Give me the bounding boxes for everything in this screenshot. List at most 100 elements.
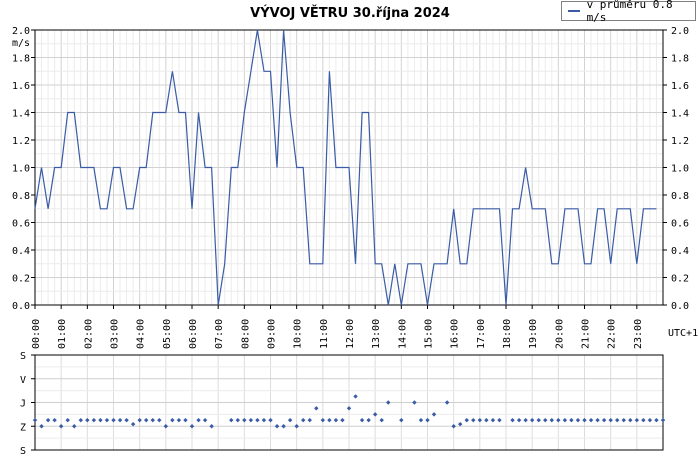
- direction-point: [588, 417, 594, 423]
- direction-tick-label: J: [20, 399, 26, 410]
- direction-point: [628, 417, 633, 423]
- direction-tick-label: Z: [20, 422, 26, 433]
- direction-point: [196, 417, 201, 423]
- x-tick-label: 05:00: [162, 319, 173, 349]
- y-tick-label-left: 2.0: [12, 26, 30, 37]
- direction-point: [52, 417, 57, 423]
- direction-point: [255, 417, 260, 423]
- x-tick-label: 19:00: [528, 319, 539, 349]
- x-tick-label: 23:00: [633, 319, 644, 349]
- x-tick-label: 08:00: [240, 319, 251, 349]
- direction-point: [98, 417, 103, 423]
- x-tick-label: 00:00: [31, 319, 42, 349]
- y-tick-label-left: 0.4: [12, 246, 30, 257]
- y-tick-label-left: 0.8: [12, 191, 30, 202]
- x-tick-label: 02:00: [83, 319, 94, 349]
- y-tick-label-right: 0.8: [671, 191, 689, 202]
- direction-point: [608, 417, 613, 423]
- y-tick-label-right: 1.4: [671, 109, 689, 120]
- direction-point: [248, 417, 254, 423]
- direction-point: [281, 424, 286, 429]
- direction-point: [170, 417, 175, 423]
- direction-point: [399, 417, 404, 423]
- x-tick-label: 04:00: [136, 319, 147, 349]
- direction-point: [111, 417, 116, 423]
- direction-point: [124, 417, 129, 423]
- legend: v průměru 0.8 m/s: [561, 0, 696, 24]
- x-tick-label: 03:00: [110, 319, 121, 349]
- x-tick-label: 11:00: [319, 319, 330, 349]
- direction-point: [320, 417, 326, 423]
- direction-point: [65, 417, 70, 423]
- direction-point: [150, 417, 155, 423]
- direction-point: [242, 417, 247, 423]
- direction-point: [45, 417, 51, 423]
- x-tick-label: 22:00: [607, 319, 618, 349]
- direction-point: [39, 424, 44, 429]
- direction-plot-area: S V J Z S: [20, 351, 666, 457]
- x-tick-label: 16:00: [450, 319, 461, 349]
- direction-point: [529, 417, 535, 423]
- direction-point: [189, 424, 195, 429]
- y-tick-label-left: 1.2: [12, 136, 30, 147]
- direction-point: [268, 417, 273, 423]
- x-tick-label: 13:00: [371, 319, 382, 349]
- direction-point: [477, 417, 483, 423]
- direction-point: [359, 417, 365, 423]
- direction-point: [202, 417, 208, 423]
- y-tick-label-left: 1.0: [12, 164, 30, 175]
- x-tick-label: 18:00: [502, 319, 513, 349]
- x-tick-label: 06:00: [188, 319, 199, 349]
- y-tick-label-right: 1.2: [671, 136, 689, 147]
- direction-point: [176, 417, 182, 423]
- y-tick-label-left: 0.0: [12, 301, 30, 312]
- direction-point: [157, 417, 162, 423]
- legend-label: v průměru 0.8 m/s: [586, 0, 673, 24]
- direction-point: [549, 417, 554, 423]
- y-axis-unit-label: m/s: [12, 38, 30, 49]
- direction-point: [543, 417, 548, 423]
- direction-point: [601, 417, 607, 423]
- x-tick-label: 20:00: [554, 319, 565, 349]
- x-tick-label: 17:00: [476, 319, 487, 349]
- direction-point: [287, 417, 293, 423]
- direction-point: [372, 412, 378, 417]
- y-tick-label-right: 0.6: [671, 219, 689, 230]
- y-tick-label-right: 0.4: [671, 246, 689, 257]
- direction-point: [32, 417, 38, 423]
- direction-point: [464, 417, 469, 423]
- timezone-label: UTC+1: [668, 328, 698, 339]
- x-tick-label: 12:00: [345, 319, 356, 349]
- direction-point: [301, 417, 306, 423]
- direction-point: [569, 417, 574, 423]
- direction-point: [490, 417, 496, 423]
- direction-point: [497, 417, 502, 423]
- direction-point: [85, 417, 90, 423]
- direction-point: [412, 400, 417, 405]
- direction-point: [641, 417, 646, 423]
- direction-point: [235, 417, 240, 423]
- direction-point: [621, 417, 626, 423]
- y-tick-label-left: 1.4: [12, 109, 30, 120]
- y-tick-label-left: 1.6: [12, 81, 30, 92]
- x-tick-label: 10:00: [293, 319, 304, 349]
- direction-point: [163, 424, 169, 429]
- direction-point: [562, 417, 568, 423]
- direction-point: [117, 417, 123, 423]
- direction-point: [261, 417, 267, 423]
- speed-series-line: [34, 29, 657, 306]
- y-tick-label-right: 1.6: [671, 81, 689, 92]
- direction-point: [425, 417, 430, 423]
- direction-point: [379, 417, 384, 423]
- direction-point: [556, 417, 561, 423]
- direction-point: [346, 406, 352, 411]
- x-tick-label: 07:00: [214, 319, 225, 349]
- x-tick-label: 14:00: [397, 319, 408, 349]
- direction-point: [366, 417, 371, 423]
- direction-point: [484, 417, 489, 423]
- direction-point: [307, 417, 312, 423]
- chart-title: VÝVOJ VĚTRU 30.října 2024: [250, 5, 450, 21]
- direction-point: [137, 417, 142, 423]
- legend-swatch: [568, 10, 580, 12]
